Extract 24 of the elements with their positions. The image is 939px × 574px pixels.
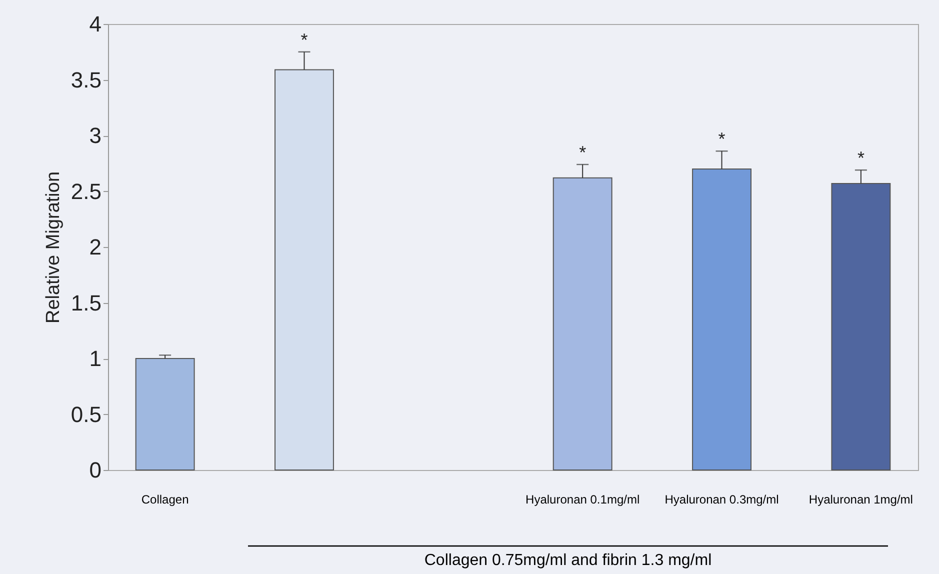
y-tick-label: 3 [89, 123, 102, 148]
x-tick-label: Hyaluronan 0.1mg/ml [526, 492, 640, 506]
bar [552, 177, 612, 470]
data-label: * [857, 148, 864, 168]
data-label: * [579, 142, 586, 162]
y-tick-label: 0 [89, 458, 102, 482]
y-tick-label: 0.5 [70, 402, 102, 427]
y-tick-label: 4 [89, 12, 102, 36]
y-tick-label: 2.5 [70, 178, 102, 204]
y-tick-label: 1 [89, 346, 102, 371]
data-label: * [718, 129, 726, 150]
x-tick-label: Collagen [141, 492, 189, 506]
y-tick-label: 1.5 [70, 290, 102, 316]
bar [135, 358, 195, 470]
x-tick-label: Hyaluronan 0.3mg/ml [664, 492, 779, 506]
bar [274, 69, 334, 470]
data-label: * [300, 30, 308, 50]
bar [831, 182, 891, 470]
text: Collagen 0.75mg/ml and fibrin 1.3 mg/ml [424, 552, 712, 569]
x-tick-label: Hyaluronan 1mg/ml [808, 492, 913, 506]
bar [692, 168, 752, 470]
y-axis-title: Relative Migration [42, 171, 64, 324]
y-tick-label: 3.5 [70, 67, 102, 92]
y-tick-label: 2 [89, 234, 102, 260]
